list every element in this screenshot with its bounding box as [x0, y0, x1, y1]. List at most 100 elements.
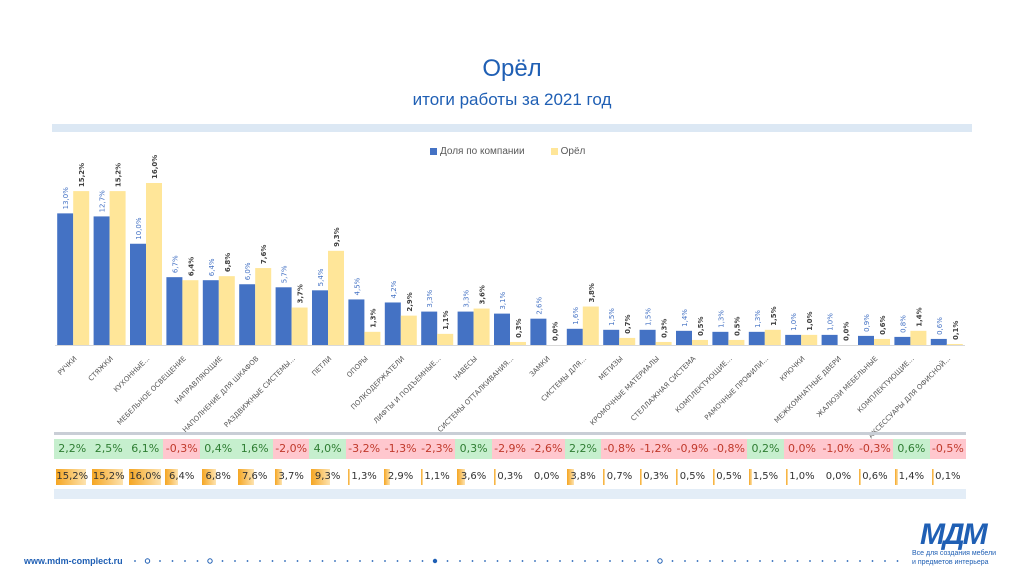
- share-value: 1,1%: [424, 471, 450, 482]
- category-label: НАВЕСЫ: [452, 355, 479, 382]
- ornament-dot: [521, 560, 524, 562]
- ornament-dot: [746, 560, 749, 562]
- category-label: СИСТЕМЫ ОТТАЛКИВАНИЯ...: [436, 355, 515, 434]
- data-label-orel: 1,4%: [915, 307, 923, 326]
- share-data-bar: [92, 469, 123, 485]
- ornament-dot: [134, 560, 136, 562]
- data-label-orel: 16,0%: [151, 155, 159, 179]
- category-label: КУХОННЫЕ...: [112, 355, 151, 394]
- data-label-orel: 1,1%: [442, 310, 450, 329]
- share-value: 2,9%: [387, 471, 414, 482]
- bar-orel: [255, 268, 272, 345]
- ornament-dot: [471, 560, 474, 562]
- bar-chart: 13,0% 15,2% РУЧКИ 12,7% 15,2% СТЯЖКИ 10,0% 16,0…: [55, 155, 965, 440]
- share-value: 0,6%: [862, 471, 888, 482]
- legend-label-company: Доля по компании: [440, 146, 525, 157]
- share-value: 16,0%: [129, 471, 162, 482]
- bar-orel: [437, 333, 454, 345]
- page-title: Орёл: [482, 55, 542, 82]
- data-label-orel: 6,4%: [187, 257, 195, 276]
- bar-orel: [400, 315, 417, 345]
- data-label-orel: 0,3%: [661, 319, 669, 338]
- bar-orel: [582, 306, 599, 345]
- data-label-company: 12,7%: [99, 190, 107, 213]
- share-data-bar: [676, 469, 679, 485]
- difference-cell: 0,3%: [455, 439, 492, 459]
- ornament-dot: [834, 560, 836, 562]
- ornament-dot: [546, 560, 549, 562]
- share-cell: 1,1%: [419, 467, 455, 487]
- share-cell: 6,4%: [163, 467, 199, 487]
- share-cell: 0,0%: [820, 467, 856, 487]
- ornament-dot: [584, 560, 586, 562]
- share-value: 0,5%: [716, 471, 742, 482]
- category-label: МЕТИЗЫ: [597, 355, 624, 382]
- footer-website-link[interactable]: www.mdm-complect.ru: [24, 556, 123, 566]
- share-data-bar: [347, 469, 351, 485]
- title-divider: [52, 124, 972, 132]
- ornament-dot: [334, 560, 336, 562]
- bar-orel: [801, 334, 818, 345]
- bar-company: [202, 280, 219, 345]
- share-cell: 15,2%: [54, 467, 90, 487]
- ornament-dot: [859, 560, 861, 562]
- share-cell: 1,4%: [893, 467, 929, 487]
- category-label: СТЯЖКИ: [87, 355, 115, 383]
- category-label: ПЕТЛИ: [310, 355, 333, 378]
- ornament-dot: [234, 560, 236, 562]
- data-label-orel: 3,7%: [297, 284, 305, 303]
- bar-company: [603, 329, 620, 345]
- bar-company: [858, 335, 874, 345]
- bar-company: [384, 302, 401, 345]
- data-label-orel: 0,0%: [843, 322, 851, 341]
- share-data-bar: [274, 469, 283, 485]
- ornament-dot: [696, 560, 699, 562]
- data-label-orel: 3,6%: [479, 285, 487, 304]
- share-value: 0,3%: [643, 471, 669, 482]
- share-value: 1,0%: [789, 471, 815, 482]
- ornament-dot: [671, 560, 674, 562]
- difference-cell: -0,3%: [163, 439, 200, 459]
- share-value: 15,2%: [92, 471, 125, 482]
- difference-cell: -0,3%: [856, 439, 894, 459]
- bar-company: [93, 216, 110, 345]
- ornament-dot: [634, 560, 636, 562]
- ornament-dot: [446, 560, 449, 562]
- share-data-bar: [858, 469, 861, 485]
- data-label-company: 6,7%: [171, 255, 179, 273]
- share-value: 0,1%: [935, 471, 961, 482]
- difference-cell: 0,2%: [747, 439, 784, 459]
- ornament-dot: [484, 560, 486, 562]
- data-label-orel: 6,8%: [224, 253, 232, 272]
- ornament-dot: [884, 560, 886, 562]
- share-value: 0,5%: [679, 471, 706, 482]
- share-data-bar: [749, 469, 753, 485]
- share-cell: 0,3%: [638, 467, 674, 487]
- tagline-line-1: Все для создания мебели: [912, 550, 997, 557]
- ornament-dot: [621, 560, 624, 562]
- difference-cell: 0,0%: [783, 439, 821, 459]
- data-label-company: 4,5%: [353, 277, 361, 295]
- ornament-dot: [509, 560, 511, 562]
- ornament-dot: [421, 560, 424, 562]
- bar-orel: [619, 337, 636, 345]
- data-label-orel: 0,1%: [952, 321, 960, 340]
- share-data-bar: [712, 469, 715, 485]
- data-label-orel: 0,7%: [624, 314, 632, 333]
- data-label-company: 1,3%: [717, 310, 725, 328]
- ornament-dot: [309, 560, 311, 562]
- data-label-orel: 1,5%: [770, 306, 778, 325]
- share-data-bar: [384, 469, 391, 485]
- bar-orel: [510, 341, 526, 345]
- ornament-dot: [646, 560, 649, 562]
- bar-company: [494, 313, 510, 345]
- page-subtitle: итоги работы за 2021 год: [412, 90, 612, 109]
- share-value: 3,7%: [278, 471, 304, 482]
- data-label-company: 1,5%: [608, 308, 616, 326]
- bar-orel: [728, 339, 745, 345]
- category-label: ОПОРЫ: [345, 355, 370, 380]
- share-value: 6,8%: [205, 471, 231, 482]
- share-value: 15,2%: [56, 471, 89, 482]
- data-label-orel: 7,6%: [260, 245, 268, 264]
- chart-legend: Доля по компании Орёл: [430, 146, 585, 157]
